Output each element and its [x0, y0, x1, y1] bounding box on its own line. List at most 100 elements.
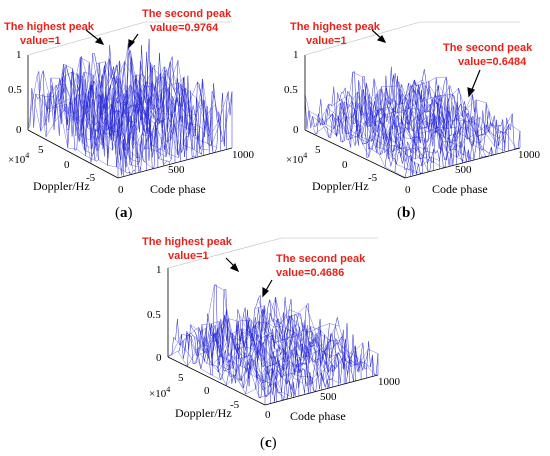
y-tick-b-5: 5: [315, 144, 321, 156]
surface-col-c-16: [198, 327, 296, 396]
surface-col-a-58: [138, 69, 229, 136]
z-tick-c-1: 1: [156, 264, 162, 276]
surface-col-b-26: [354, 95, 455, 161]
surface-col-b-36: [373, 78, 475, 160]
surface-col-c-22: [209, 321, 307, 385]
surface-col-c-12: [190, 324, 288, 400]
x-tick-c-500: 500: [320, 391, 337, 403]
surface-col-b-52: [404, 79, 505, 151]
arrow-second-b: [467, 69, 481, 98]
panel-label-b: (b): [397, 205, 415, 221]
axes-box-a: [27, 21, 233, 179]
surface-col-a-40: [103, 74, 195, 157]
surface-col-c-36: [235, 324, 333, 382]
xlabel-c: Code phase: [290, 409, 346, 423]
surface-col-a-46: [115, 60, 206, 124]
surface-b: [304, 66, 521, 178]
surface-col-b-16: [335, 102, 436, 160]
z-tick-a-1: 1: [16, 49, 22, 61]
surface-col-c-30: [224, 315, 322, 385]
surface-col-a-26: [77, 65, 168, 162]
surface-col-a-30: [84, 81, 176, 158]
x-tick-b-1000: 1000: [518, 149, 541, 161]
highest-peak-value-a: value=1: [20, 35, 61, 47]
surface-col-b-58: [416, 76, 517, 149]
surface-col-b-22: [347, 92, 448, 151]
x-tick-a-0: 0: [118, 184, 124, 196]
surface-col-b-8: [320, 102, 421, 174]
surface-col-c-18: [201, 323, 300, 382]
highest-peak-value-b: value=1: [306, 35, 347, 47]
y-tick-a-m5: -5: [86, 172, 96, 184]
surface-col-a-20: [65, 64, 157, 159]
surface-col-b-56: [412, 79, 513, 136]
surface-col-c-6: [179, 327, 277, 398]
z-tick-c-0: 0: [156, 352, 162, 364]
x-tick-a-500: 500: [168, 164, 185, 176]
x-tick-a-1000: 1000: [232, 149, 255, 161]
surface-col-a-52: [126, 77, 217, 148]
surface-col-a-2: [31, 88, 122, 176]
y-tick-a-5: 5: [38, 144, 44, 156]
surface-col-a-32: [88, 93, 179, 158]
surface-col-b-40: [381, 84, 482, 158]
z-tick-b-05: 0.5: [284, 84, 298, 96]
surface-col-c-46: [254, 305, 352, 373]
surface-col-a-60: [141, 60, 233, 141]
surface-col-b-54: [408, 82, 509, 147]
z-tick-a-0: 0: [16, 124, 22, 136]
second-peak-value-b: value=0.6484: [458, 56, 527, 68]
ylabel-a: Doppler/Hz: [33, 179, 90, 193]
surface-col-c-52: [265, 296, 364, 370]
arrow-highest-b: [371, 29, 387, 43]
x-tick-b-500: 500: [455, 164, 472, 176]
panel-label-c: (c): [260, 435, 277, 451]
surface-col-b-44: [389, 91, 490, 155]
surface-c: [167, 284, 379, 405]
surface-col-a-0: [27, 76, 119, 163]
surface-col-b-14: [331, 98, 432, 167]
arrow-second-c: [262, 279, 273, 298]
z-tick-b-1: 1: [293, 49, 299, 61]
surface-col-b-28: [358, 80, 459, 135]
surface-col-b-2: [308, 110, 409, 158]
arrow-second-a: [128, 33, 139, 49]
surface-col-b-18: [339, 94, 440, 161]
surface-col-c-48: [258, 298, 356, 366]
surface-col-b-0: [304, 94, 406, 178]
y-tick-b-m5: -5: [368, 172, 378, 184]
arrow-highest-c: [225, 257, 240, 273]
surface-col-c-58: [277, 305, 375, 375]
y-multiplier-b: ×104: [286, 151, 307, 166]
z-tick-a-05: 0.5: [8, 84, 22, 96]
surface-col-b-46: [393, 98, 494, 155]
y-tick-b-0: 0: [342, 159, 348, 171]
surface-col-a-48: [119, 43, 210, 151]
surface-col-a-18: [62, 57, 153, 169]
surface-a: [27, 38, 233, 178]
surface-col-b-60: [419, 85, 521, 139]
highest-peak-label-b: The highest peak: [290, 21, 381, 33]
xlabel-b: Code phase: [432, 182, 488, 196]
surface-col-b-10: [324, 101, 425, 157]
surface-col-a-56: [134, 61, 225, 147]
surface-col-a-4: [35, 71, 126, 172]
highest-peak-label-c: The highest peak: [142, 236, 233, 248]
second-peak-label-a: The second peak: [142, 8, 232, 20]
surface-line-a-10: [27, 45, 143, 129]
ylabel-c: Doppler/Hz: [175, 406, 232, 420]
surface-col-a-12: [50, 73, 141, 168]
surface-col-a-54: [130, 50, 221, 145]
surface-col-c-4: [175, 284, 273, 389]
surface-col-c-10: [186, 331, 284, 400]
z-tick-b-0: 0: [293, 124, 299, 136]
surface-col-a-28: [81, 56, 172, 160]
surface-col-c-34: [231, 329, 330, 388]
surface-col-a-22: [69, 79, 160, 150]
surface-col-c-32: [228, 318, 326, 388]
z-tick-c-05: 0.5: [147, 309, 161, 321]
surface-col-c-42: [246, 321, 345, 371]
surface-col-a-24: [73, 83, 164, 165]
surface-col-b-50: [400, 84, 501, 144]
